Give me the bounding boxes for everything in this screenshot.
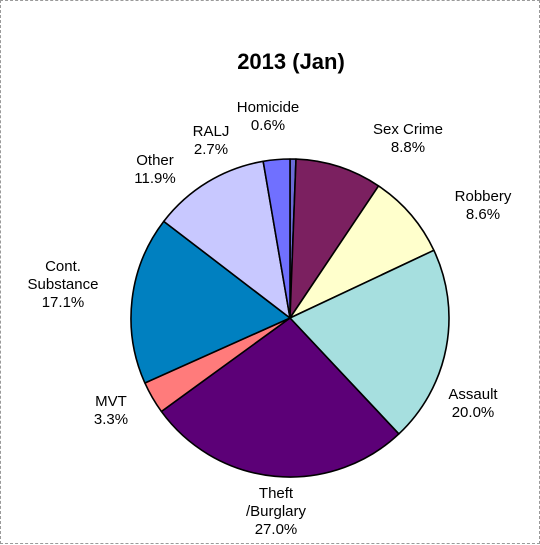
slice-percent: 3.3% [94, 411, 128, 428]
slice-percent: 20.0% [452, 404, 495, 421]
pie-slice-assault [289, 249, 450, 435]
slice-percent: 2.7% [194, 141, 228, 158]
slice-name: Theft [259, 485, 294, 502]
slice-percent: 0.6% [251, 117, 285, 134]
pie-slice-sex-crime [289, 158, 380, 319]
pie-slices [130, 158, 450, 478]
pie-slice-theft-burglary [160, 317, 400, 478]
slice-name: Homicide [237, 99, 300, 116]
slice-name: RALJ [193, 123, 230, 140]
slice-label-assault: Assault 20.0% [448, 386, 498, 421]
slice-name: Other [136, 152, 174, 169]
slice-name: Robbery [455, 188, 512, 205]
slice-name: Cont. [45, 258, 81, 275]
slice-label-theft-burglary: Theft/Burglary 27.0% [246, 485, 307, 538]
slice-percent: 17.1% [42, 294, 85, 311]
slice-name: Assault [448, 386, 498, 403]
slice-percent: 8.6% [466, 206, 500, 223]
chart-title: 2013 (Jan) [237, 49, 345, 74]
slice-label-homicide: Homicide 0.6% [237, 99, 300, 134]
pie-slice-cont-substance [130, 220, 291, 384]
pie-labels: Homicide 0.6% Sex Crime 8.8% Robbery 8.6% Assa… [28, 99, 512, 538]
slice-name: /Burglary [246, 503, 307, 520]
slice-percent: 11.9% [134, 170, 175, 187]
slice-name: MVT [95, 393, 127, 410]
pie-slice-robbery [289, 185, 435, 319]
slice-percent: 8.8% [391, 139, 425, 156]
slice-label-robbery: Robbery 8.6% [455, 188, 512, 223]
slice-label-other: Other 11.9% [134, 152, 175, 187]
slice-percent: 27.0% [255, 521, 298, 538]
pie-slice-ralj [262, 158, 291, 319]
slice-label-ralj: RALJ 2.7% [193, 123, 230, 158]
slice-label-cont-substance: Cont. Substance 17.1% [28, 258, 99, 311]
pie-slice-other [162, 160, 291, 319]
slice-label-sex-crime: Sex Crime 8.8% [373, 121, 443, 156]
slice-name: Sex Crime [373, 121, 443, 138]
slice-name: Substance [28, 276, 99, 293]
slice-label-mvt: MVT 3.3% [94, 393, 128, 428]
